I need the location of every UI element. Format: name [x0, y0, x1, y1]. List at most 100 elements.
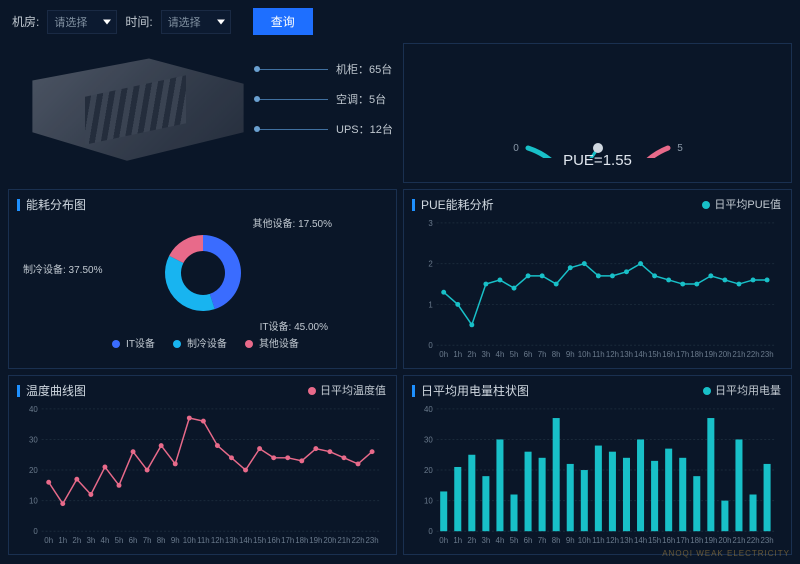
- svg-text:19h: 19h: [704, 536, 717, 545]
- svg-text:9h: 9h: [171, 536, 180, 545]
- svg-text:21h: 21h: [732, 350, 745, 359]
- svg-text:0: 0: [513, 143, 519, 154]
- room-3d-graphic: [28, 53, 248, 163]
- svg-text:6h: 6h: [524, 350, 533, 359]
- watermark: ANOQI WEAK ELECTRICITY: [662, 549, 790, 558]
- svg-text:10: 10: [29, 497, 38, 506]
- svg-text:17h: 17h: [676, 350, 689, 359]
- svg-text:0h: 0h: [439, 536, 448, 545]
- svg-text:3h: 3h: [482, 536, 491, 545]
- svg-text:13h: 13h: [225, 536, 238, 545]
- svg-text:22h: 22h: [746, 350, 759, 359]
- svg-text:0: 0: [428, 527, 433, 536]
- svg-text:4h: 4h: [496, 536, 505, 545]
- svg-text:20h: 20h: [323, 536, 336, 545]
- svg-text:5h: 5h: [510, 350, 519, 359]
- svg-text:6h: 6h: [524, 536, 533, 545]
- svg-text:12h: 12h: [211, 536, 224, 545]
- svg-text:19h: 19h: [704, 350, 717, 359]
- svg-text:17h: 17h: [281, 536, 294, 545]
- svg-text:2h: 2h: [72, 536, 81, 545]
- temperature-line-chart: 0102030400h1h2h3h4h5h6h7h8h9h10h11h12h13…: [17, 399, 388, 547]
- svg-text:1: 1: [428, 300, 432, 309]
- time-select[interactable]: 请选择: [161, 10, 231, 34]
- svg-text:0h: 0h: [44, 536, 53, 545]
- pue-legend: 日平均PUE值: [702, 196, 781, 212]
- svg-text:15h: 15h: [648, 536, 661, 545]
- room-label: 机房:: [12, 13, 39, 30]
- svg-text:21h: 21h: [732, 536, 745, 545]
- svg-text:15h: 15h: [253, 536, 266, 545]
- svg-text:21h: 21h: [337, 536, 350, 545]
- svg-text:7h: 7h: [538, 536, 547, 545]
- svg-text:11h: 11h: [197, 536, 210, 545]
- pue-gauge-panel: 012345 PUE=1.55: [403, 43, 792, 183]
- panel-title: 能耗分布图: [26, 196, 86, 213]
- panel-title: 温度曲线图: [26, 382, 86, 399]
- svg-text:40: 40: [424, 405, 433, 414]
- svg-text:5h: 5h: [115, 536, 124, 545]
- svg-text:16h: 16h: [662, 536, 675, 545]
- svg-text:0: 0: [33, 527, 38, 536]
- svg-text:8h: 8h: [157, 536, 166, 545]
- svg-text:18h: 18h: [295, 536, 308, 545]
- svg-text:10h: 10h: [183, 536, 196, 545]
- room-select[interactable]: 请选择: [47, 10, 117, 34]
- svg-text:1h: 1h: [453, 536, 462, 545]
- svg-text:4h: 4h: [101, 536, 110, 545]
- toolbar: 机房: 请选择 时间: 请选择 查询: [0, 0, 800, 43]
- svg-text:30: 30: [424, 435, 433, 444]
- room-overview-panel: 机柜：65台空调：5台UPS：12台: [8, 43, 397, 183]
- svg-text:15h: 15h: [648, 350, 661, 359]
- svg-text:11h: 11h: [592, 350, 605, 359]
- svg-text:20: 20: [29, 466, 38, 475]
- svg-text:3: 3: [428, 219, 433, 228]
- svg-text:8h: 8h: [552, 536, 561, 545]
- svg-text:16h: 16h: [662, 350, 675, 359]
- svg-text:5: 5: [677, 143, 683, 154]
- svg-text:18h: 18h: [690, 536, 703, 545]
- svg-text:1h: 1h: [58, 536, 67, 545]
- svg-text:10h: 10h: [578, 536, 591, 545]
- svg-text:40: 40: [29, 405, 38, 414]
- svg-text:9h: 9h: [566, 536, 575, 545]
- svg-text:14h: 14h: [634, 350, 647, 359]
- room-stats: 机柜：65台空调：5台UPS：12台: [258, 61, 393, 151]
- svg-text:0h: 0h: [439, 350, 448, 359]
- svg-text:10h: 10h: [578, 350, 591, 359]
- time-label: 时间:: [125, 13, 152, 30]
- svg-text:20: 20: [424, 466, 433, 475]
- svg-text:3h: 3h: [482, 350, 491, 359]
- svg-text:16h: 16h: [267, 536, 280, 545]
- svg-text:12h: 12h: [606, 350, 619, 359]
- donut-legend: IT设备制冷设备其他设备: [17, 335, 388, 350]
- svg-text:2: 2: [428, 260, 432, 269]
- svg-text:7h: 7h: [538, 350, 547, 359]
- panel-title: PUE能耗分析: [421, 196, 494, 213]
- svg-text:6h: 6h: [129, 536, 138, 545]
- pue-value-label: PUE=1.55: [563, 152, 632, 169]
- svg-text:30: 30: [29, 435, 38, 444]
- power-legend: 日平均用电量: [703, 382, 781, 398]
- svg-text:23h: 23h: [366, 536, 379, 545]
- svg-text:20h: 20h: [718, 350, 731, 359]
- svg-text:1h: 1h: [453, 350, 462, 359]
- query-button[interactable]: 查询: [253, 8, 313, 35]
- svg-text:13h: 13h: [620, 536, 633, 545]
- temp-legend: 日平均温度值: [308, 382, 386, 398]
- svg-text:22h: 22h: [351, 536, 364, 545]
- svg-text:20h: 20h: [718, 536, 731, 545]
- pue-line-chart: 01230h1h2h3h4h5h6h7h8h9h10h11h12h13h14h1…: [412, 213, 783, 361]
- svg-text:17h: 17h: [676, 536, 689, 545]
- svg-text:5h: 5h: [510, 536, 519, 545]
- power-usage-panel: 日平均用电量柱状图 日平均用电量 0102030400h1h2h3h4h5h6h…: [403, 375, 792, 555]
- svg-text:18h: 18h: [690, 350, 703, 359]
- energy-distribution-panel: 能耗分布图 其他设备: 17.50%制冷设备: 37.50%IT设备: 45.0…: [8, 189, 397, 369]
- svg-text:14h: 14h: [634, 536, 647, 545]
- svg-text:13h: 13h: [620, 350, 633, 359]
- svg-text:0: 0: [428, 341, 433, 350]
- pue-trend-panel: PUE能耗分析 日平均PUE值 01230h1h2h3h4h5h6h7h8h9h…: [403, 189, 792, 369]
- svg-text:22h: 22h: [746, 536, 759, 545]
- svg-text:23h: 23h: [761, 536, 774, 545]
- svg-text:3h: 3h: [87, 536, 96, 545]
